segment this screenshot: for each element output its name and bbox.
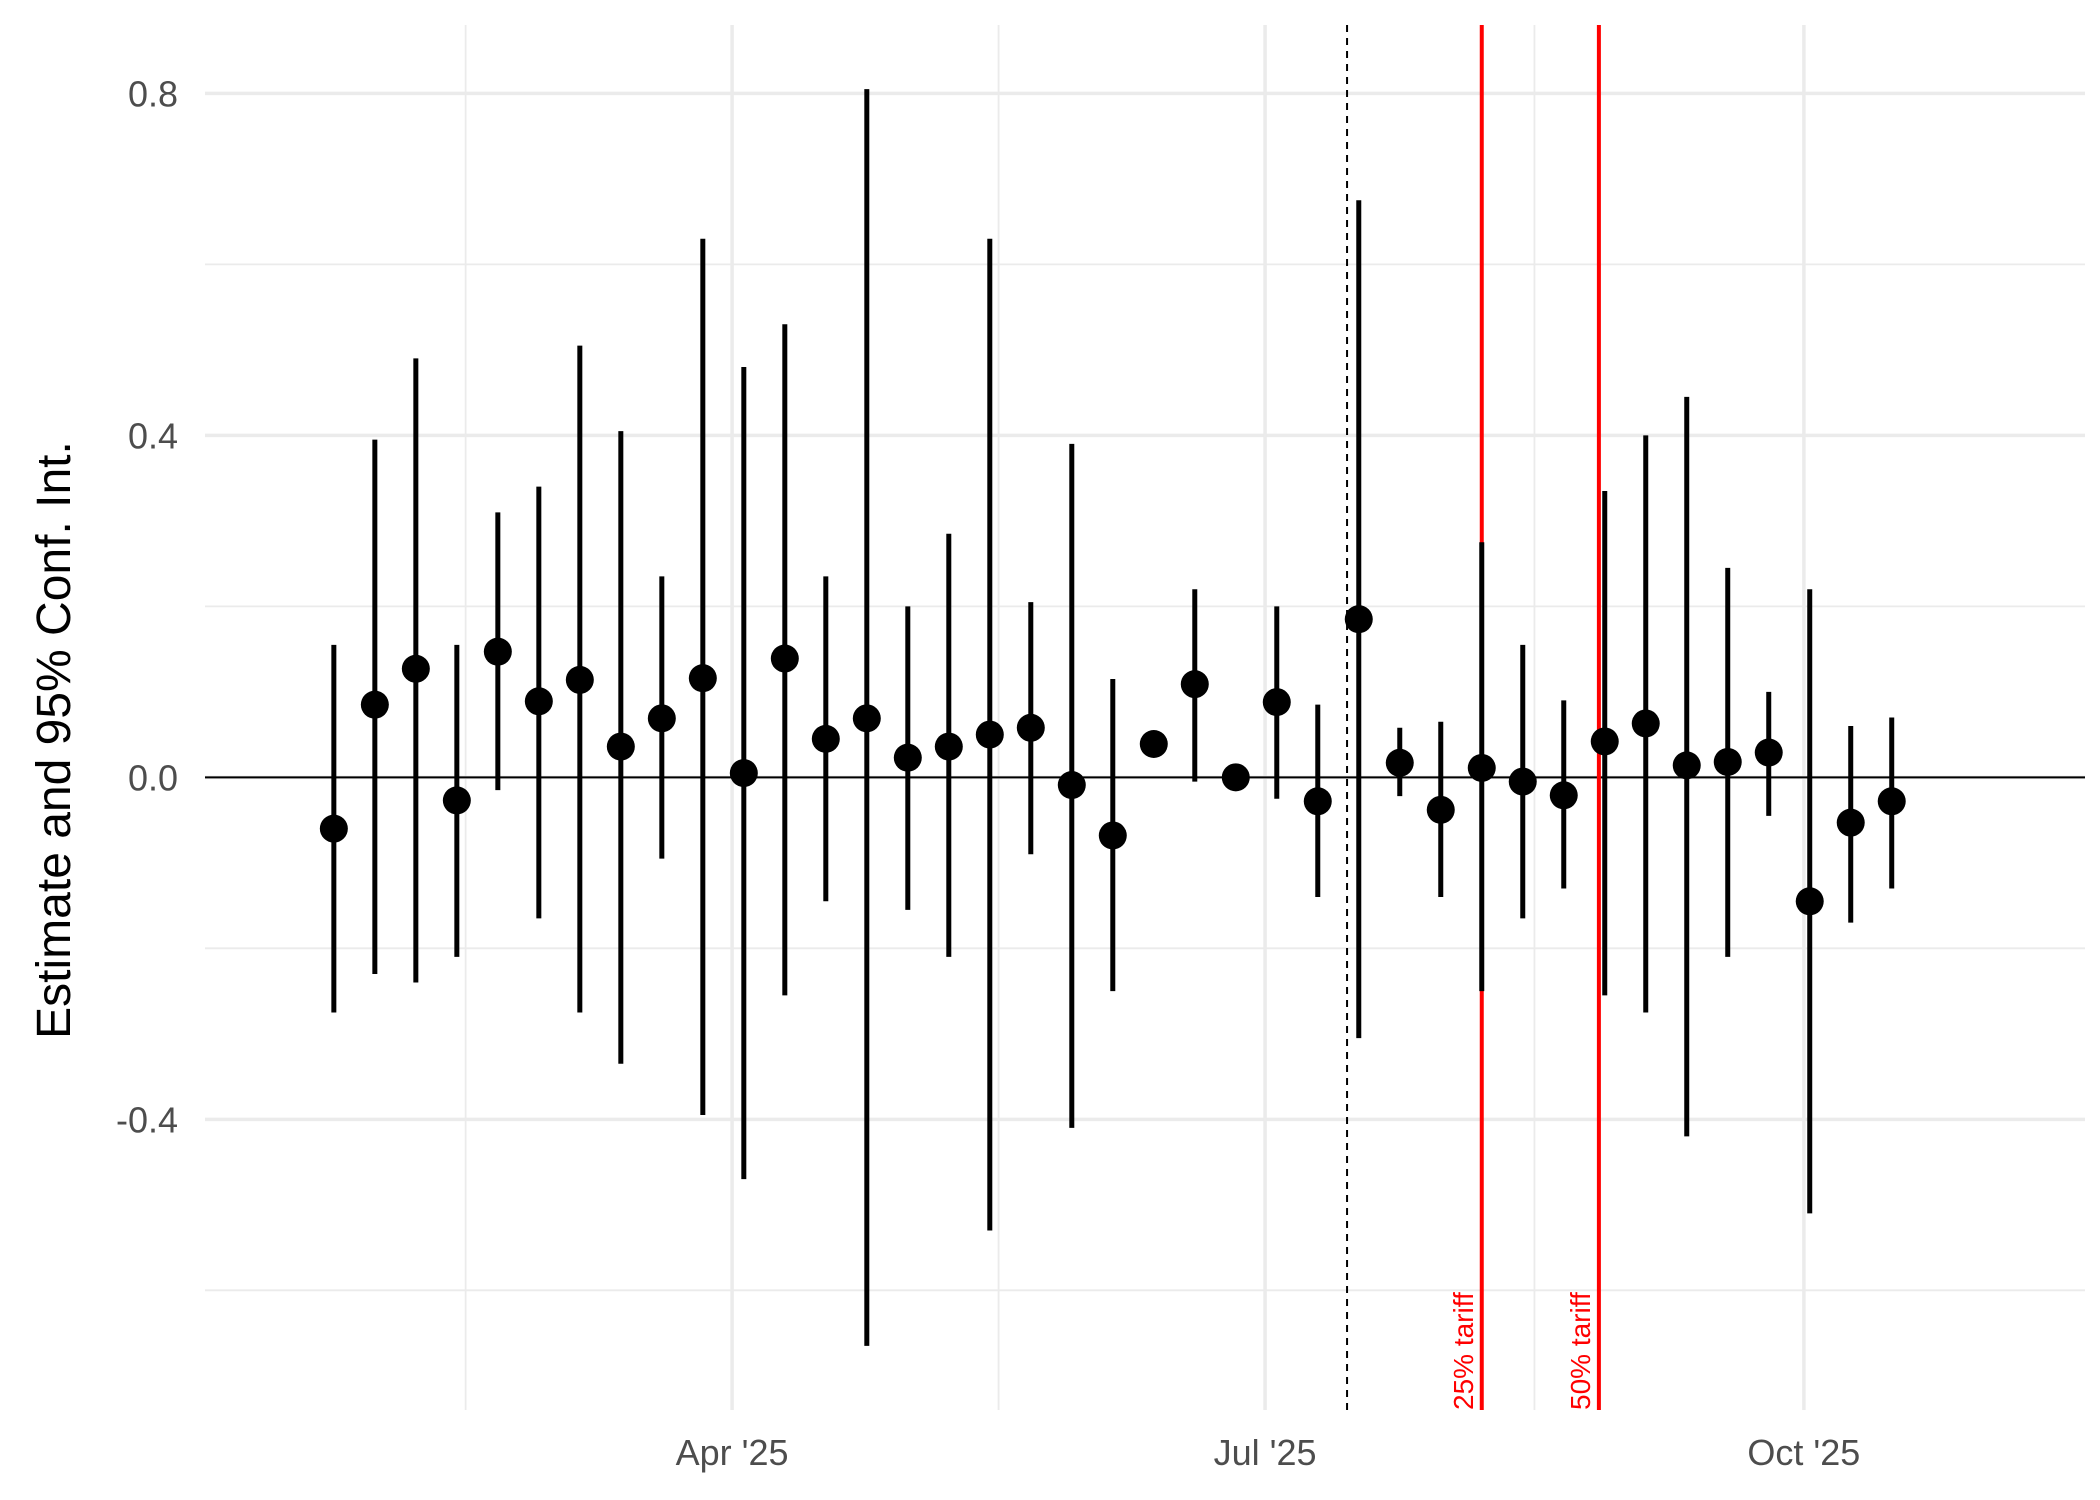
estimate-point: [729, 759, 758, 788]
estimate-point: [442, 786, 471, 815]
estimate-point: [1672, 751, 1701, 780]
estimate-point: [934, 732, 963, 761]
estimate-point: [975, 720, 1004, 749]
minor-gridlines: [205, 25, 2085, 1410]
estimate-point: [647, 704, 676, 733]
tariff-label: 50% tariff: [1565, 1292, 1596, 1410]
estimate-point: [811, 724, 840, 753]
y-tick-labels: -0.4 0.0 0.4 0.8: [116, 73, 178, 1140]
estimate-point: [1344, 605, 1373, 634]
estimate-point: [1221, 763, 1250, 792]
estimate-point: [1590, 727, 1619, 756]
estimate-point: [606, 732, 635, 761]
estimate-point: [1303, 787, 1332, 816]
estimate-point: [1180, 670, 1209, 699]
x-tick-label: Jul '25: [1214, 1432, 1317, 1473]
tariff-label: 25% tariff: [1448, 1292, 1479, 1410]
estimate-point: [1467, 753, 1496, 782]
y-tick-label: 0.8: [128, 73, 178, 114]
estimate-point: [1139, 730, 1168, 759]
x-tick-labels: Apr '25 Jul '25 Oct '25: [676, 1432, 1861, 1473]
estimate-point: [688, 664, 717, 693]
estimate-point: [565, 665, 594, 694]
estimate-point: [852, 704, 881, 733]
estimate-point: [770, 644, 799, 673]
estimate-point: [319, 814, 348, 843]
y-tick-label: 0.4: [128, 415, 178, 456]
y-axis-title: Estimate and 95% Conf. Int.: [28, 441, 81, 1039]
estimate-point: [1385, 748, 1414, 777]
estimate-point: [1098, 821, 1127, 850]
reference-lines: 25% tariff 50% tariff: [205, 25, 2085, 1410]
estimate-point: [401, 654, 430, 683]
data-marks: [319, 89, 1906, 1346]
estimate-point: [1754, 738, 1783, 767]
estimate-point: [360, 690, 389, 719]
estimate-point: [524, 687, 553, 716]
estimate-point: [1262, 688, 1291, 717]
estimate-point: [1836, 808, 1865, 837]
x-tick-label: Apr '25: [676, 1432, 789, 1473]
estimate-point: [1016, 713, 1045, 742]
y-tick-label: 0.0: [128, 757, 178, 798]
estimate-point: [483, 637, 512, 666]
estimate-point: [1877, 787, 1906, 816]
estimate-point: [1713, 747, 1742, 776]
estimate-point: [1508, 767, 1537, 796]
major-gridlines: [205, 25, 2085, 1410]
estimate-point: [1795, 887, 1824, 916]
estimate-point: [1631, 709, 1660, 738]
x-tick-label: Oct '25: [1747, 1432, 1860, 1473]
estimate-point: [893, 743, 922, 772]
estimate-point: [1057, 771, 1086, 800]
estimate-point: [1549, 781, 1578, 810]
estimate-point: [1426, 795, 1455, 824]
y-tick-label: -0.4: [116, 1099, 178, 1140]
